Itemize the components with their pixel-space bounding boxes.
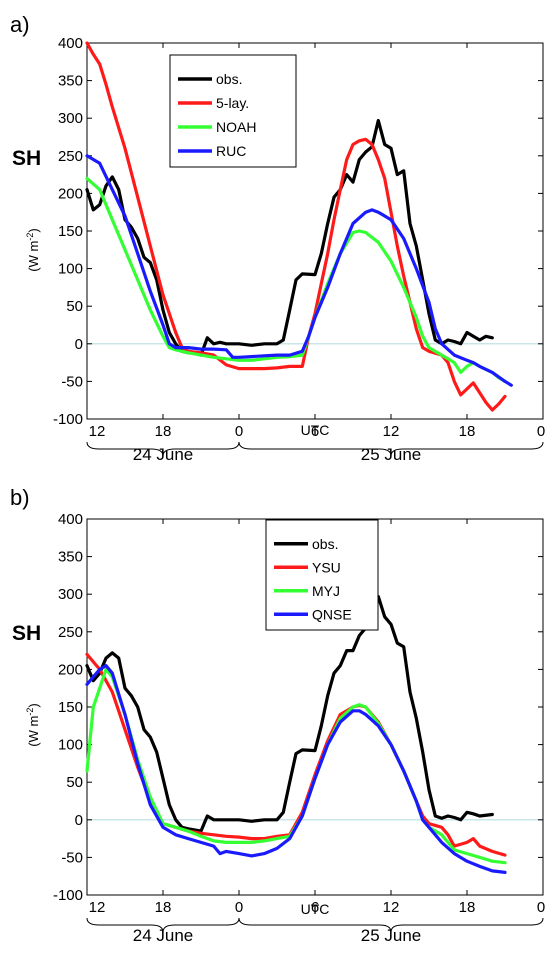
x-tick-label: 0 (235, 899, 243, 916)
y-axis-unit-close: ) (26, 703, 41, 707)
day-label: 24 June (133, 445, 194, 464)
x-axis-label: UTC (301, 422, 330, 438)
y-tick-label: 50 (66, 298, 83, 315)
y-tick-label: 150 (58, 223, 83, 240)
y-tick-label: 300 (58, 586, 83, 603)
legend-label: RUC (216, 143, 246, 159)
y-tick-label: 400 (58, 511, 83, 528)
series-line-ruc (85, 154, 513, 387)
y-tick-label: 400 (58, 35, 83, 52)
y-tick-label: 350 (58, 73, 83, 90)
y-axis-unit-text: (W m (26, 241, 41, 272)
legend-label: obs. (312, 536, 338, 552)
x-tick-label: 12 (383, 899, 400, 916)
legend-label: 5-lay. (216, 95, 249, 111)
y-axis-unit-close: ) (26, 228, 41, 232)
x-tick-label: 18 (155, 899, 172, 916)
y-tick-label: 350 (58, 549, 83, 566)
x-tick-label: 6 (311, 899, 319, 916)
panel-a: a) SH (W m-2) -100 -50 0 50 100 150 200 250 300 350 4… (10, 12, 545, 464)
legend-box (169, 54, 297, 168)
legend-label: NOAH (216, 119, 256, 135)
day-brace-24-june (86, 441, 240, 457)
y-axis-unit: (W m-2) (25, 228, 41, 271)
day-label: 25 June (361, 926, 422, 945)
legend-label: YSU (312, 559, 341, 575)
day-brace-24-june (86, 917, 240, 933)
x-tick-label: 18 (459, 899, 476, 916)
x-tick-label: 18 (459, 423, 476, 440)
x-tick-label: 12 (89, 899, 106, 916)
legend: obs. 5-lay. NOAH RUC (169, 54, 297, 168)
y-axis-unit: (W m-2) (25, 703, 41, 746)
day-label: 24 June (133, 926, 194, 945)
y-tick-label: 150 (58, 699, 83, 716)
y-tick-label: 100 (58, 261, 83, 278)
y-tick-label: 200 (58, 661, 83, 678)
y-axis-unit-exponent: -2 (25, 708, 35, 716)
series-line-5lay (85, 41, 507, 412)
series-line-obs (85, 594, 494, 833)
x-tick-label: 0 (537, 423, 545, 440)
y-tick-label: 250 (58, 624, 83, 641)
y-tick-label: 0 (75, 336, 83, 353)
y-tick-label: 100 (58, 737, 83, 754)
y-tick-label: 200 (58, 185, 83, 202)
x-tick-label: 12 (89, 423, 106, 440)
y-tick-label: 0 (75, 812, 83, 829)
legend-label: QNSE (312, 606, 352, 622)
legend-label: MYJ (312, 583, 340, 599)
x-tick-label: 6 (311, 423, 319, 440)
day-label: 25 June (361, 445, 422, 464)
y-tick-label: -50 (61, 849, 83, 866)
series-line-myj (85, 667, 507, 865)
legend: obs. YSU MYJ QNSE (265, 519, 379, 631)
x-axis-label: UTC (301, 901, 330, 917)
panel-b: b) SH (W m-2) -100 -50 0 50 100 150 200 250 300 350 4… (10, 485, 545, 945)
x-tick-label: 0 (537, 899, 545, 916)
y-axis-unit-exponent: -2 (25, 233, 35, 241)
y-axis-title: SH (12, 622, 41, 645)
y-tick-label: 50 (66, 774, 83, 791)
y-tick-label: -50 (61, 373, 83, 390)
y-tick-label: -100 (53, 887, 83, 904)
legend-box (265, 519, 379, 631)
x-tick-label: 0 (235, 423, 243, 440)
panel-label: b) (10, 485, 30, 510)
panel-label: a) (10, 12, 30, 37)
day-brace-25-june (238, 917, 544, 933)
y-tick-label: 250 (58, 148, 83, 165)
legend-label: obs. (216, 71, 242, 87)
day-brace-25-june (238, 441, 544, 457)
y-axis-title: SH (12, 147, 41, 170)
y-tick-label: 300 (58, 110, 83, 127)
x-tick-label: 12 (383, 423, 400, 440)
y-axis-unit-text: (W m (26, 716, 41, 747)
x-tick-label: 18 (155, 423, 172, 440)
series-line-qnse (85, 664, 507, 874)
series-line-obs (85, 118, 494, 357)
y-tick-label: -100 (53, 411, 83, 428)
